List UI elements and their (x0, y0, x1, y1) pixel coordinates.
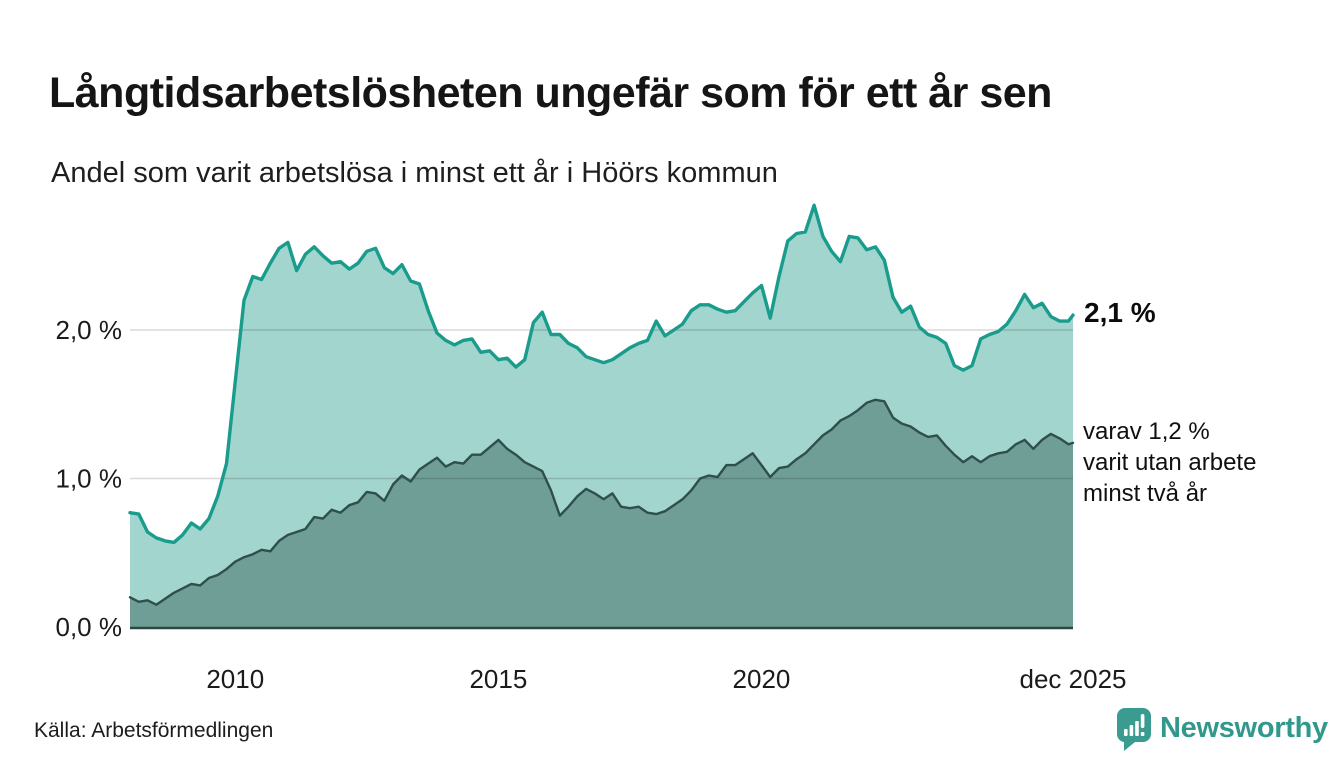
area-two-years (130, 399, 1073, 627)
y-tick-label: 0,0 % (56, 612, 123, 642)
line-two-years (128, 398, 1075, 606)
y-tick-label: 1,0 % (56, 464, 123, 494)
source-credit: Källa: Arbetsförmedlingen (34, 719, 274, 742)
x-tick-label: 2010 (206, 664, 264, 694)
x-tick-label: 2020 (733, 664, 791, 694)
page-title: Långtidsarbetslösheten ungefär som för e… (49, 68, 1052, 117)
note-line-1: varav 1,2 % (1083, 418, 1210, 445)
y-tick-label: 2,0 % (56, 315, 123, 345)
page-subtitle: Andel som varit arbetslösa i minst ett å… (51, 157, 778, 189)
latest-value-label: 2,1 % (1084, 297, 1156, 328)
newsworthy-logo-icon (1117, 708, 1151, 751)
line-one-year (128, 203, 1075, 545)
newsworthy-logo: Newsworthy (1117, 708, 1328, 751)
note-line-3: minst två år (1083, 480, 1208, 507)
x-tick-label: 2015 (469, 664, 527, 694)
x-tick-label: dec 2025 (1020, 664, 1127, 694)
newsworthy-logo-text: Newsworthy (1160, 712, 1328, 744)
note-line-2: varit utan arbete (1083, 449, 1257, 476)
two-year-note-label: varav 1,2 % varit utan arbete minst två … (1083, 416, 1256, 509)
